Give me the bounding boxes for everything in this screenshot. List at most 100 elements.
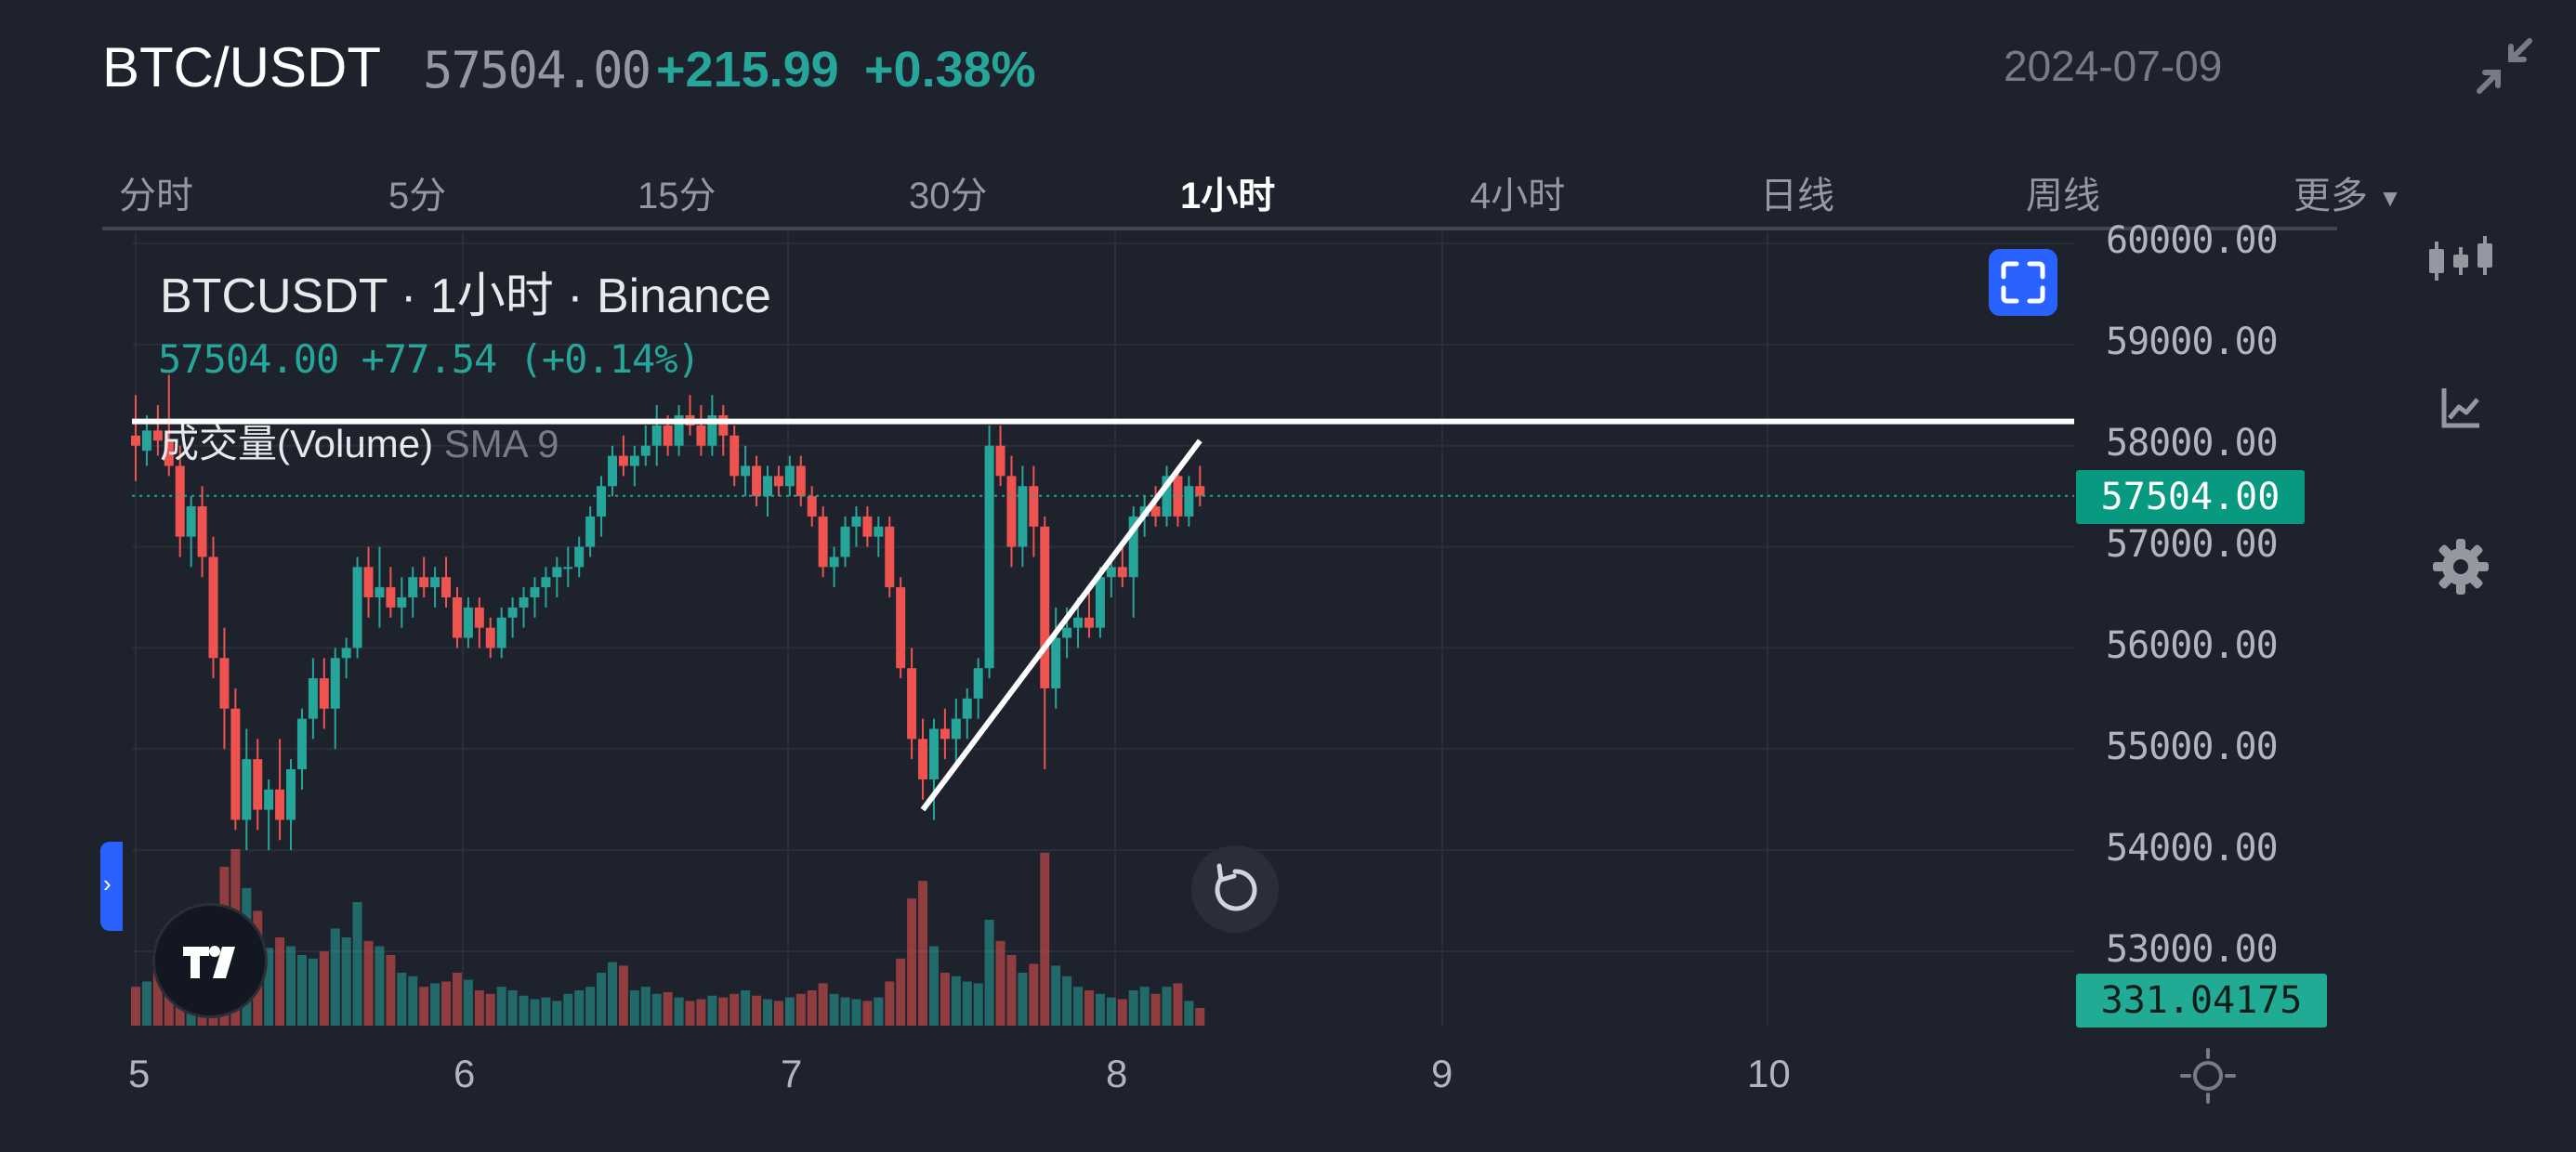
volume-bar [397,973,407,1026]
candle-body [696,425,706,446]
candle-body [219,658,230,709]
volume-bar [308,958,318,1026]
symbol-pair[interactable]: BTC/USDT [102,36,381,98]
volume-bar [984,920,994,1026]
candle-body [640,445,651,456]
candle-body [1195,486,1205,496]
candle-body [995,445,1005,477]
candle-body [773,476,783,487]
chart-grid [132,232,2074,1026]
volume-bar [1139,987,1150,1026]
volume-bar [618,965,628,1026]
volume-bar [1062,975,1072,1026]
candle-body [907,668,917,740]
drawn-lines [132,418,2074,812]
settings-icon[interactable] [2424,530,2498,604]
tab-timeframe-tick[interactable]: 分时 [119,176,193,216]
volume-sma-label: SMA 9 [443,422,559,465]
volume-bar [896,958,906,1026]
collapse-icon[interactable] [2472,33,2537,98]
volume-bar [474,990,484,1026]
candle-body [1173,476,1183,517]
candle-body [397,597,407,608]
candle-body [175,465,185,537]
volume-bar [607,962,617,1026]
legend-symbol: BTCUSDT · 1小时 · Binance [160,269,771,323]
price-axis-label: 54000.00 [2106,827,2279,870]
volume-bar [463,979,473,1026]
candle-body [507,607,518,618]
fullscreen-icon[interactable] [1989,249,2057,316]
volume-bar [386,955,396,1026]
candle-body [874,526,884,537]
volume-bar [907,898,917,1026]
indicator-icon[interactable] [2424,372,2498,446]
volume-label: 成交量(Volume) [160,422,434,465]
tab-timeframe-15m[interactable]: 15分 [637,176,716,216]
candle-body [962,698,972,719]
volume-bar [763,999,773,1026]
volume-bar [419,987,429,1026]
tab-timeframe-daily[interactable]: 日线 [1760,176,1834,216]
candle-body [1095,577,1105,628]
tab-timeframe-weekly[interactable]: 周线 [2026,176,2100,216]
candle-body [419,577,429,588]
tab-timeframe-1h[interactable]: 1小时 [1180,176,1276,216]
volume-bar [874,997,884,1026]
volume-bar [507,990,518,1026]
candle-body [386,587,396,608]
candle-body [230,708,241,820]
volume-bar [951,975,961,1026]
candle-body [463,607,473,638]
volume-bar [1018,973,1028,1026]
volume-bar [552,1001,562,1026]
volume-bar [352,902,362,1026]
candle-body [718,415,729,436]
tab-timeframe-4h[interactable]: 4小时 [1470,176,1566,216]
candle-body [818,516,828,568]
volume-bar [940,973,950,1026]
chevron-right-icon[interactable]: › [100,842,123,931]
volume-bar [741,990,751,1026]
tab-timeframe-more[interactable]: 更多 ▼ [2293,165,2402,219]
volume-bar [1029,963,1039,1026]
tradingview-logo[interactable] [152,903,268,1018]
volume-bar [319,951,329,1026]
candle-body [430,577,440,588]
candle-body [1018,486,1028,547]
candle-body [1073,617,1084,628]
price-axis-label: 56000.00 [2106,624,2279,667]
sun-icon[interactable] [2180,1048,2236,1104]
volume-bar [995,940,1005,1026]
reset-icon[interactable] [1191,845,1279,933]
volume-bar [663,991,673,1026]
candle-style-icon[interactable] [2424,223,2498,297]
last-price-tag: 57504.00 [2076,470,2305,524]
candle-body [729,435,740,477]
candle-body [186,506,196,537]
volume-bar [851,999,861,1026]
candlesticks [131,374,1205,851]
volume-bar [674,997,684,1026]
legend-volume[interactable]: 成交量(Volume) SMA 9 [160,412,559,469]
volume-bar [585,987,596,1026]
candle-body [1062,627,1072,638]
price-axis-label: 57000.00 [2106,523,2279,566]
volume-bar [519,995,529,1026]
tab-timeframe-30m[interactable]: 30分 [909,176,988,216]
candle-body [141,430,151,452]
candle-body [552,567,562,578]
candle-body [840,526,850,557]
volume-bar [718,997,729,1026]
tab-timeframe-5m[interactable]: 5分 [388,176,447,216]
candle-body [629,455,639,466]
candle-body [352,567,362,648]
volume-bar [862,1001,873,1026]
volume-bar [840,997,850,1026]
candle-body [1029,486,1039,527]
candle-body [131,435,140,446]
candle-body [574,546,585,568]
candle-body [984,445,994,669]
candle-body [784,465,795,487]
